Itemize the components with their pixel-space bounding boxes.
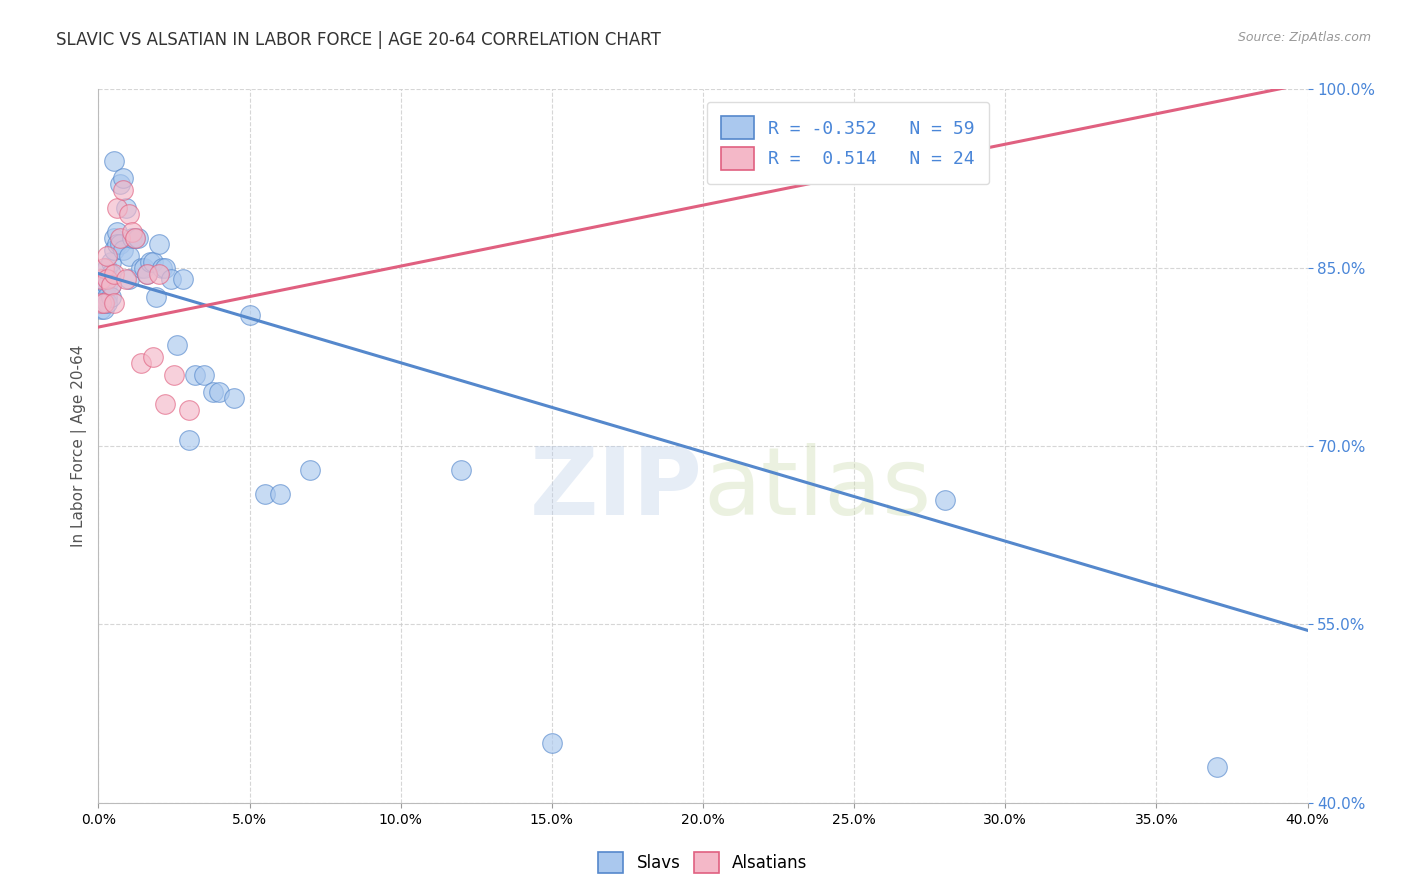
Point bbox=[90, 272, 112, 286]
Point bbox=[934, 492, 956, 507]
Point bbox=[142, 350, 165, 364]
Point bbox=[111, 183, 134, 197]
Point bbox=[177, 433, 201, 447]
Point bbox=[299, 463, 322, 477]
Text: atlas: atlas bbox=[703, 442, 931, 535]
Point bbox=[1206, 760, 1229, 774]
Point bbox=[108, 231, 131, 245]
Point bbox=[118, 207, 141, 221]
Point bbox=[118, 272, 141, 286]
Point bbox=[105, 201, 128, 215]
Y-axis label: In Labor Force | Age 20-64: In Labor Force | Age 20-64 bbox=[72, 345, 87, 547]
Point bbox=[160, 272, 183, 286]
Text: ZIP: ZIP bbox=[530, 442, 703, 535]
Point bbox=[129, 260, 152, 275]
Point bbox=[111, 171, 134, 186]
Point bbox=[103, 231, 125, 245]
Point bbox=[100, 278, 122, 293]
Point bbox=[93, 302, 115, 317]
Point bbox=[90, 296, 112, 310]
Point bbox=[90, 290, 112, 304]
Text: Source: ZipAtlas.com: Source: ZipAtlas.com bbox=[1237, 31, 1371, 45]
Point bbox=[208, 385, 231, 400]
Point bbox=[96, 278, 118, 293]
Point bbox=[118, 249, 141, 263]
Point bbox=[177, 403, 201, 417]
Point bbox=[90, 296, 112, 310]
Point bbox=[450, 463, 472, 477]
Point bbox=[93, 278, 115, 293]
Point bbox=[114, 201, 136, 215]
Point bbox=[129, 356, 152, 370]
Point bbox=[172, 272, 194, 286]
Point bbox=[127, 231, 149, 245]
Point bbox=[103, 267, 125, 281]
Point bbox=[142, 254, 165, 268]
Point bbox=[153, 260, 176, 275]
Point bbox=[114, 272, 136, 286]
Point bbox=[108, 236, 131, 251]
Point bbox=[148, 267, 170, 281]
Point bbox=[100, 267, 122, 281]
Point bbox=[100, 278, 122, 293]
Point bbox=[224, 392, 246, 406]
Point bbox=[124, 231, 146, 245]
Point bbox=[96, 296, 118, 310]
Point bbox=[193, 368, 215, 382]
Point bbox=[90, 285, 112, 299]
Point bbox=[96, 272, 118, 286]
Point bbox=[100, 254, 122, 268]
Point bbox=[540, 736, 562, 750]
Point bbox=[202, 385, 225, 400]
Point bbox=[166, 338, 188, 352]
Point bbox=[100, 290, 122, 304]
Point bbox=[163, 368, 186, 382]
Point bbox=[121, 225, 143, 239]
Point bbox=[124, 231, 146, 245]
Point bbox=[93, 260, 115, 275]
Point bbox=[93, 296, 115, 310]
Point bbox=[135, 267, 157, 281]
Point bbox=[103, 243, 125, 257]
Point bbox=[105, 225, 128, 239]
Point bbox=[269, 486, 291, 500]
Point bbox=[93, 290, 115, 304]
Point bbox=[96, 249, 118, 263]
Point bbox=[108, 178, 131, 192]
Point bbox=[153, 397, 176, 411]
Point bbox=[96, 290, 118, 304]
Point bbox=[103, 296, 125, 310]
Point bbox=[253, 486, 276, 500]
Point bbox=[135, 267, 157, 281]
Point bbox=[132, 260, 155, 275]
Point bbox=[103, 153, 125, 168]
Point bbox=[150, 260, 173, 275]
Point bbox=[111, 243, 134, 257]
Point bbox=[145, 290, 167, 304]
Point bbox=[90, 302, 112, 317]
Point bbox=[721, 165, 744, 179]
Point bbox=[121, 231, 143, 245]
Point bbox=[184, 368, 207, 382]
Point bbox=[139, 254, 162, 268]
Point bbox=[105, 236, 128, 251]
Legend: Slavs, Alsatians: Slavs, Alsatians bbox=[592, 846, 814, 880]
Legend: R = -0.352   N = 59, R =  0.514   N = 24: R = -0.352 N = 59, R = 0.514 N = 24 bbox=[707, 102, 990, 185]
Point bbox=[93, 296, 115, 310]
Point bbox=[96, 260, 118, 275]
Point bbox=[96, 272, 118, 286]
Point bbox=[148, 236, 170, 251]
Text: SLAVIC VS ALSATIAN IN LABOR FORCE | AGE 20-64 CORRELATION CHART: SLAVIC VS ALSATIAN IN LABOR FORCE | AGE … bbox=[56, 31, 661, 49]
Point bbox=[93, 272, 115, 286]
Point bbox=[239, 308, 262, 322]
